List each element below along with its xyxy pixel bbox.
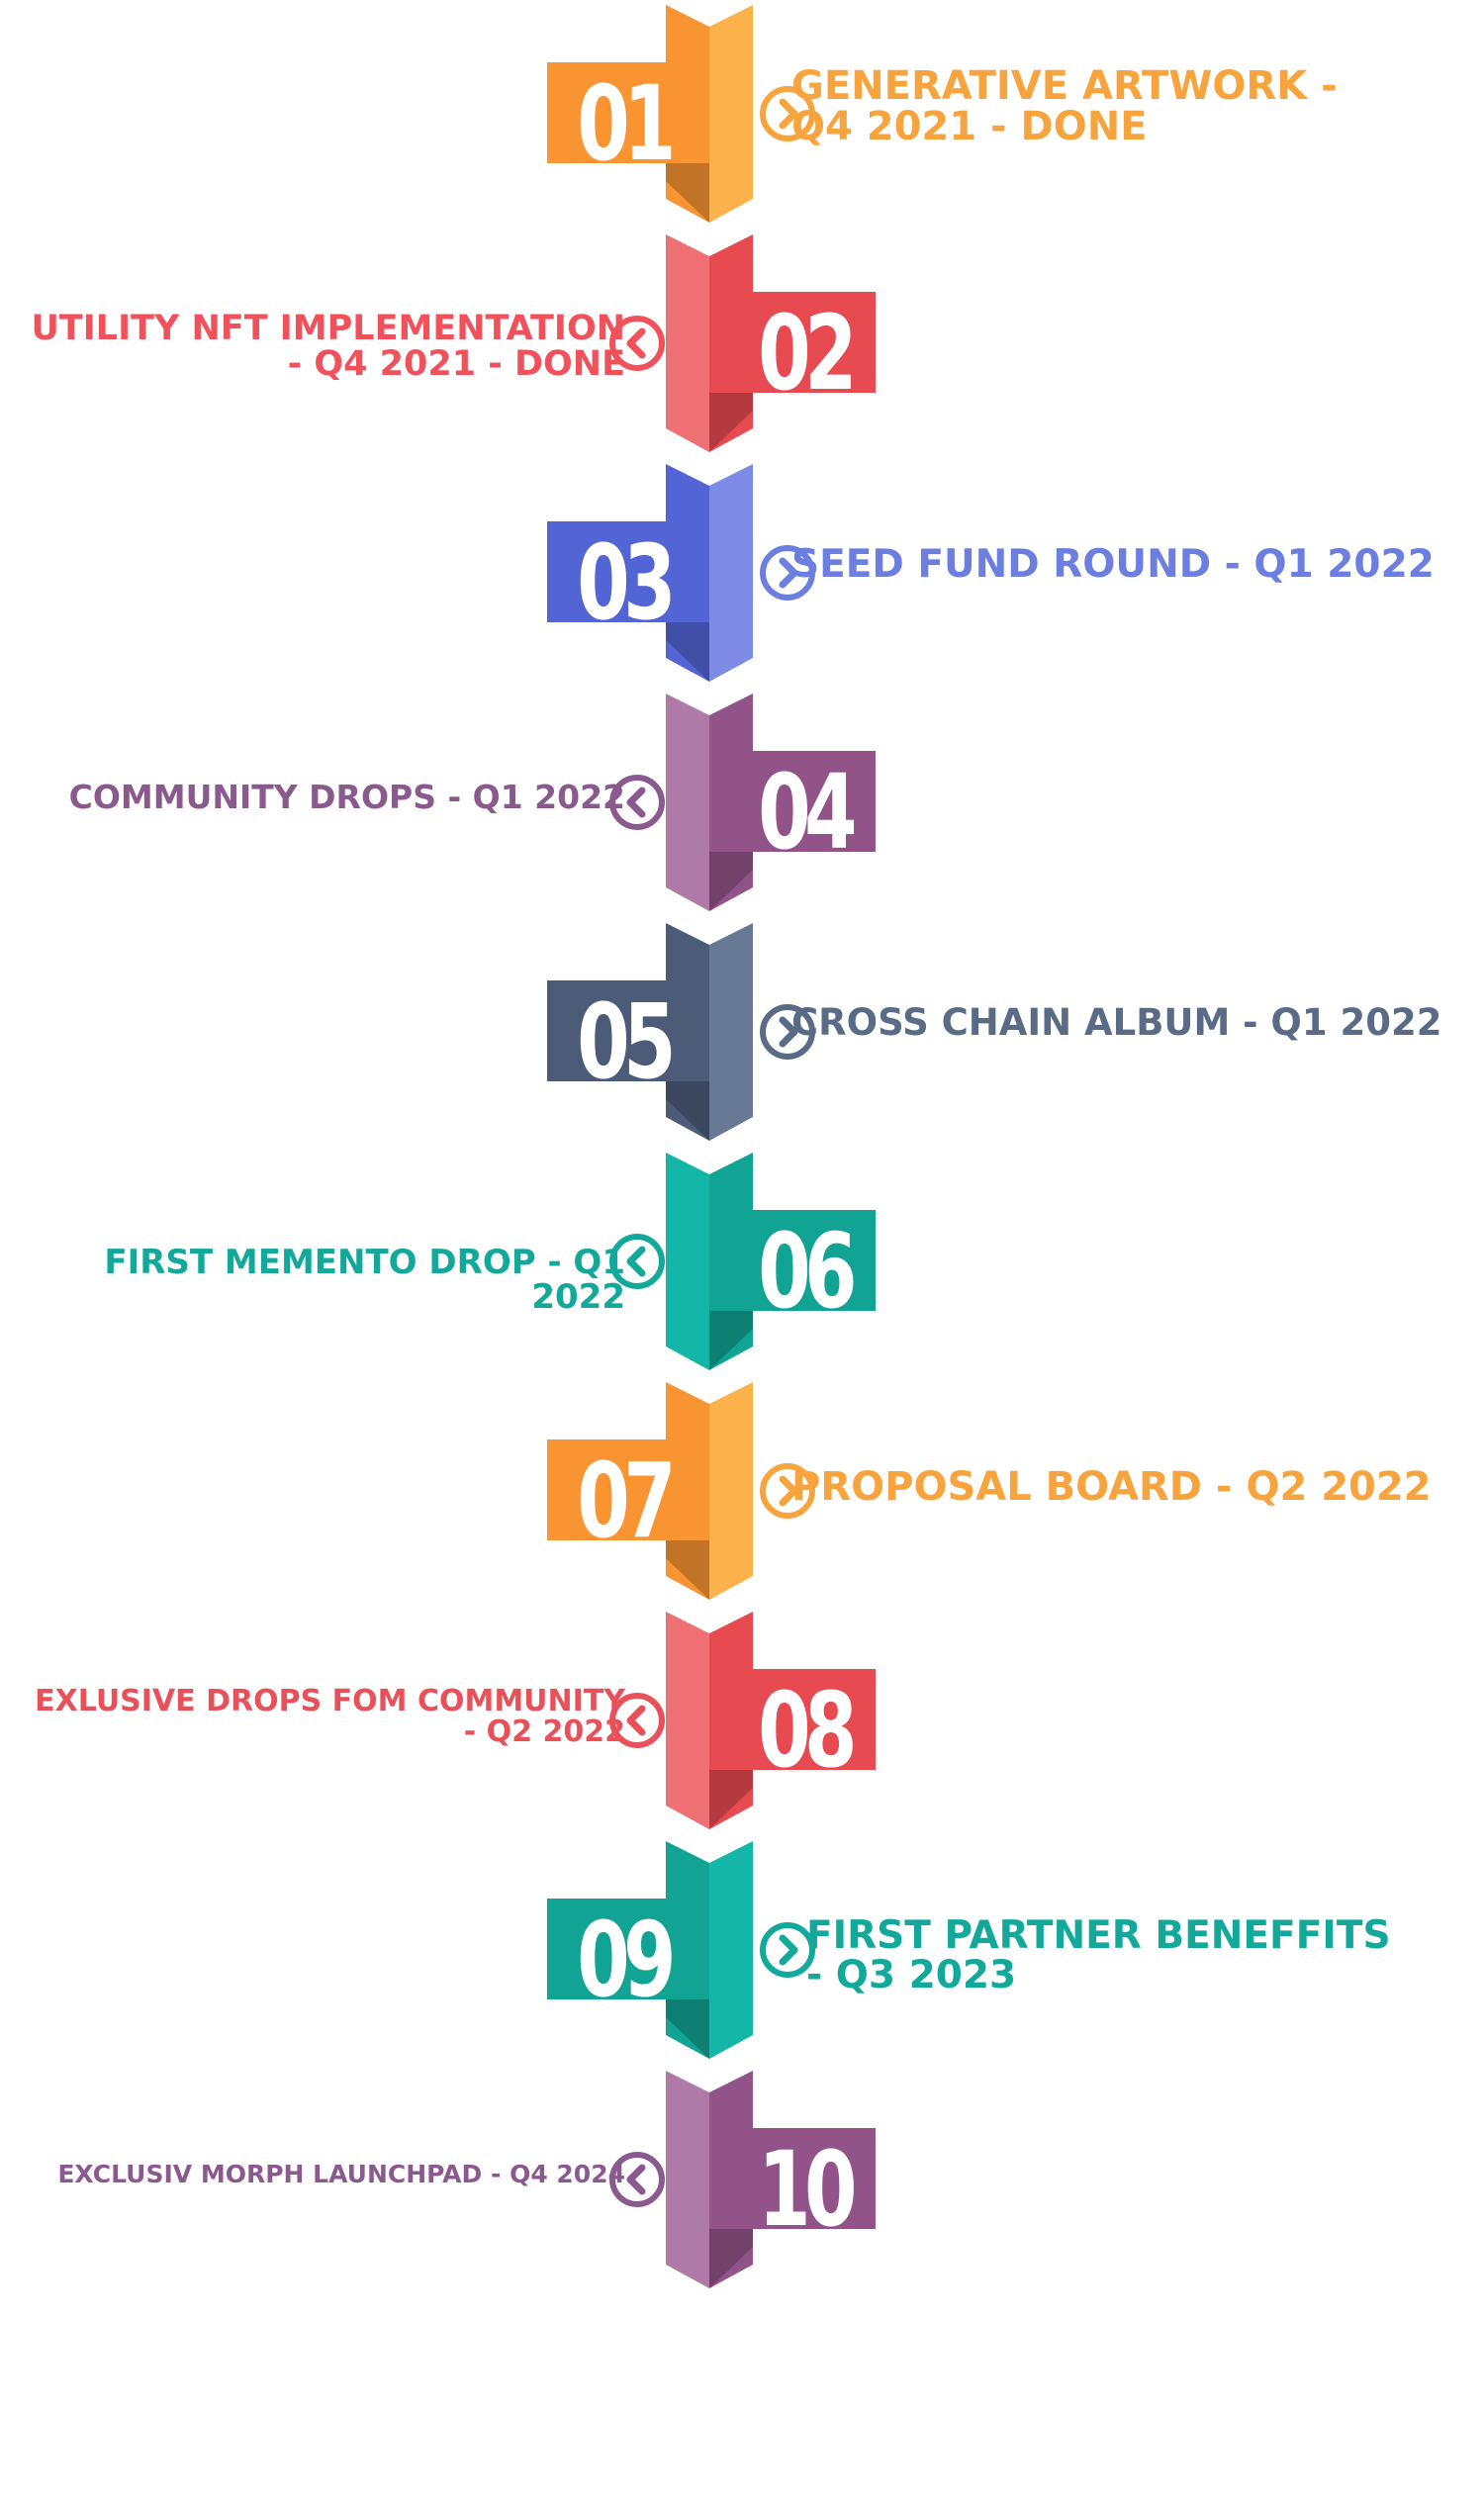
milestone-number: 06 [758, 1211, 857, 1332]
milestone-number: 07 [577, 1440, 676, 1561]
milestone-label: COMMUNITY DROPS - Q1 2022 [68, 778, 625, 816]
milestone-05: 05 CROSS CHAIN ALBUM - Q1 2022 [0, 923, 1484, 1146]
milestone-number: 04 [758, 752, 857, 873]
milestone-02: 02 UTILITY NFT IMPLEMENTATION - Q4 2021 … [0, 234, 1484, 457]
milestone-label: FIRST PARTNER BENEFFITS - Q3 2023 [806, 1913, 1391, 1997]
ribbon-banner-05 [547, 923, 753, 1141]
milestone-number: 05 [577, 981, 676, 1102]
chevron-right-icon [760, 545, 815, 601]
chevron-right-icon [760, 1463, 815, 1519]
ribbon-banner-01 [547, 5, 753, 223]
milestone-04: 04 COMMUNITY DROPS - Q1 2022 [0, 694, 1484, 916]
ribbon-banner-09 [547, 1841, 753, 2059]
chevron-left-icon [609, 2152, 665, 2207]
milestone-label: SEED FUND ROUND - Q1 2022 [791, 542, 1435, 587]
milestone-label: GENERATIVE ARTWORK - Q4 2021 - DONE [791, 63, 1338, 149]
milestone-08: 08 EXLUSIVE DROPS FOM COMMUNITY - Q2 202… [0, 1612, 1484, 1834]
milestone-10: 10 EXCLUSIV MORPH LAUNCHPAD - Q4 2024 [0, 2071, 1484, 2293]
ribbon-banner-03 [547, 464, 753, 682]
ribbon-banner-04 [666, 694, 876, 911]
milestone-label: UTILITY NFT IMPLEMENTATION - Q4 2021 - D… [31, 309, 625, 384]
milestone-03: 03 SEED FUND ROUND - Q1 2022 [0, 464, 1484, 687]
milestone-label: CROSS CHAIN ALBUM - Q1 2022 [791, 1001, 1442, 1044]
milestone-label: EXLUSIVE DROPS FOM COMMUNITY - Q2 2022 [35, 1684, 625, 1749]
chevron-left-icon [609, 316, 665, 371]
chevron-left-icon [609, 775, 665, 830]
milestone-number: 09 [577, 1900, 676, 2020]
milestone-number: 03 [577, 522, 676, 643]
chevron-right-icon [760, 86, 815, 141]
chevron-right-icon [760, 1004, 815, 1060]
milestone-label: EXCLUSIV MORPH LAUNCHPAD - Q4 2024 [57, 2160, 625, 2188]
ribbon-banner-08 [666, 1612, 876, 1829]
ribbon-banner-02 [666, 234, 876, 452]
ribbon-banner-07 [547, 1382, 753, 1600]
chevron-left-icon [609, 1693, 665, 1748]
milestone-number: 10 [758, 2129, 857, 2250]
milestone-number: 02 [758, 293, 857, 414]
ribbon-banner-06 [666, 1153, 876, 1370]
milestone-09: 09 FIRST PARTNER BENEFFITS - Q3 2023 [0, 1841, 1484, 2064]
ribbon-banner-10 [666, 2071, 876, 2288]
milestone-number: 08 [758, 1670, 857, 1791]
milestone-06: 06 FIRST MEMENTO DROP - Q1 2022 [0, 1153, 1484, 1375]
chevron-left-icon [609, 1234, 665, 1289]
milestone-label: FIRST MEMENTO DROP - Q1 2022 [104, 1243, 625, 1317]
milestone-label: PROPOSAL BOARD - Q2 2022 [791, 1464, 1432, 1510]
milestone-number: 01 [577, 63, 676, 184]
milestone-01: 01 GENERATIVE ARTWORK - Q4 2021 - DONE [0, 5, 1484, 228]
chevron-right-icon [760, 1922, 815, 1978]
milestone-07: 07 PROPOSAL BOARD - Q2 2022 [0, 1382, 1484, 1605]
